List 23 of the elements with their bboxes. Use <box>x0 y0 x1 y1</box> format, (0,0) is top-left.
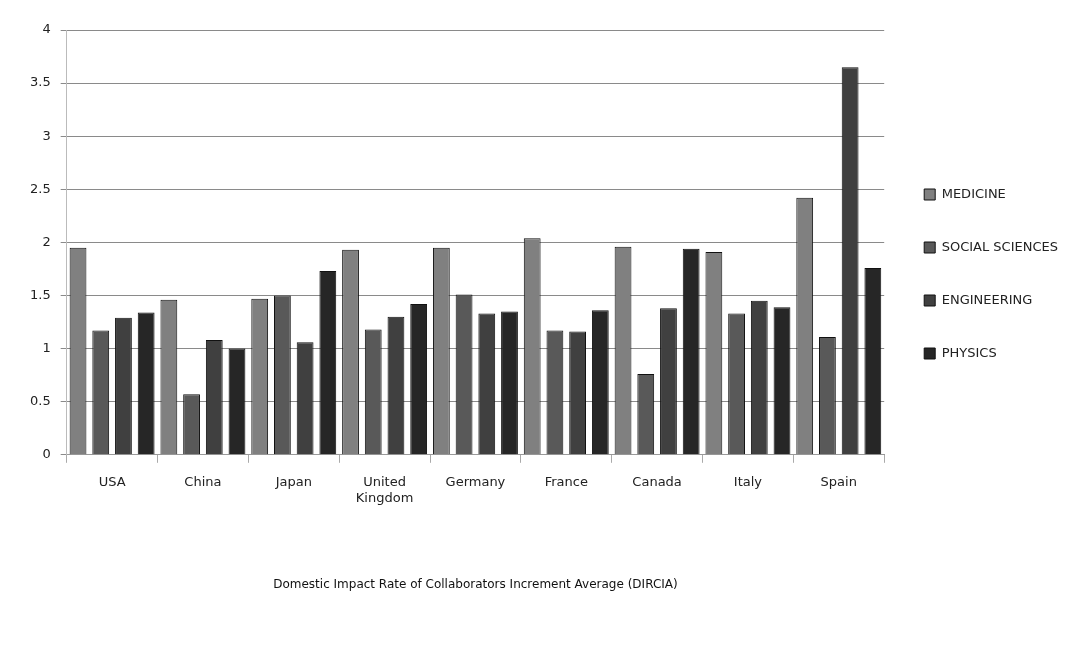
x-tick-label: France <box>544 473 588 489</box>
y-tick-label: 3 <box>42 127 51 143</box>
y-tick-label: 2 <box>42 233 51 249</box>
x-tick-label: China <box>184 473 222 489</box>
y-tick-label: 3.5 <box>29 74 51 90</box>
x-tick-label: Italy <box>733 473 763 489</box>
legend-label: SOCIAL SCIENCES <box>941 238 1058 254</box>
x-tick-label: USA <box>98 473 126 489</box>
x-tick-label: Canada <box>632 473 682 489</box>
y-tick-label: 1.5 <box>29 286 51 302</box>
y-tick-label: 2.5 <box>29 180 51 196</box>
legend-label: ENGINEERING <box>941 291 1033 307</box>
y-tick-label: 1 <box>42 339 51 355</box>
y-tick-label: 0.5 <box>29 393 51 409</box>
x-tick-label: United Kingdom <box>355 473 414 505</box>
text: Domestic Impact Rate of Collaborators Increment Average (DIRCIA) <box>273 576 678 591</box>
y-tick-label: 4 <box>42 21 51 37</box>
x-tick-label: Japan <box>274 473 312 489</box>
legend-label: MEDICINE <box>941 185 1006 201</box>
x-tick-label: Germany <box>445 473 506 489</box>
x-tick-label: Spain <box>820 473 857 489</box>
legend-label: PHYSICS <box>941 344 997 360</box>
y-tick-label: 0 <box>42 446 51 462</box>
